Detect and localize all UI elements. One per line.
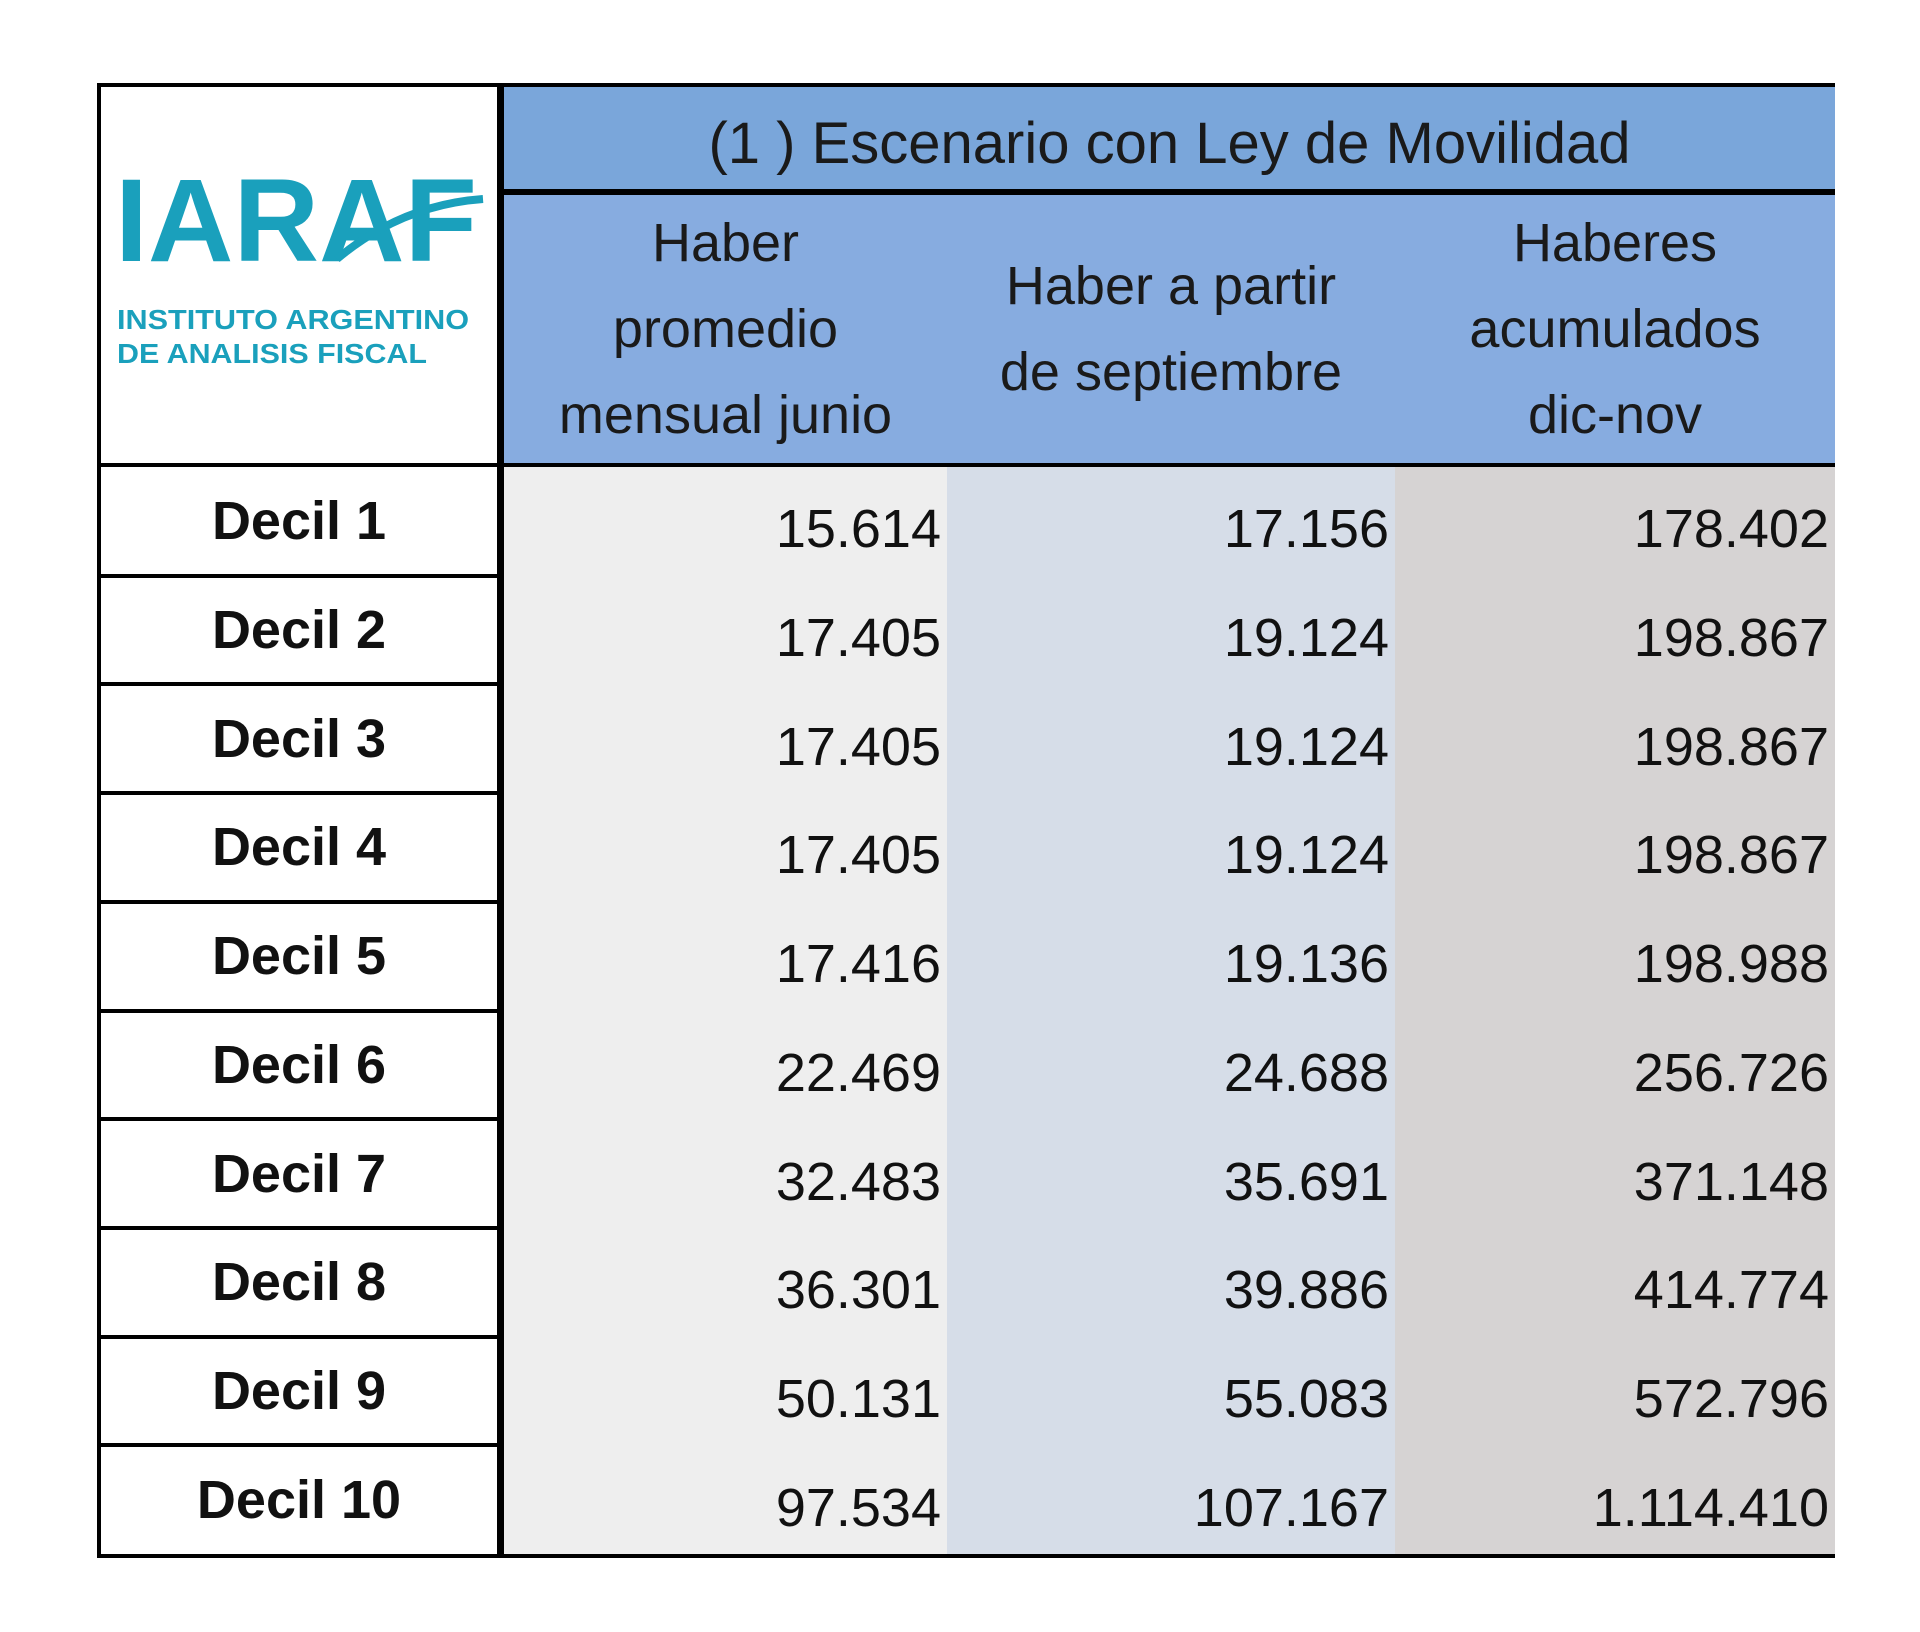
table-cell: 256.726 <box>1633 1042 1829 1103</box>
table-cell: 55.083 <box>1223 1368 1389 1429</box>
frame-bottom <box>97 1554 1835 1558</box>
row-separator <box>97 899 497 904</box>
frame-divider-vertical <box>497 83 504 1558</box>
table-cell: 17.416 <box>775 934 941 995</box>
column-header-3: Haberes acumulados dic-nov <box>1395 195 1835 463</box>
column-fill-3 <box>1395 467 1835 1554</box>
logo: IARAF INSTITUTO ARGENTINO DE ANALISIS FI… <box>101 87 497 463</box>
table-cell: 414.774 <box>1633 1260 1829 1321</box>
header-divider <box>504 189 1835 195</box>
row-separator <box>97 1225 497 1230</box>
table-cell: 198.988 <box>1633 934 1829 995</box>
row-separator <box>97 791 497 796</box>
row-label: Decil 3 <box>101 686 497 792</box>
table-cell: 17.405 <box>775 608 941 669</box>
table-cell: 17.405 <box>775 716 941 777</box>
table-cell: 198.867 <box>1633 608 1829 669</box>
iaraf-logo-icon: IARAF INSTITUTO ARGENTINO DE ANALISIS FI… <box>115 155 484 369</box>
row-label: Decil 8 <box>101 1229 497 1335</box>
logo-line1: INSTITUTO ARGENTINO <box>117 304 469 335</box>
frame-left <box>97 83 101 1558</box>
logo-mark: IARAF <box>115 155 477 287</box>
table-cell: 572.796 <box>1633 1368 1829 1429</box>
frame-top <box>97 83 1835 87</box>
row-label: Decil 2 <box>101 577 497 683</box>
table-cell: 19.124 <box>1223 608 1389 669</box>
row-label: Decil 6 <box>101 1012 497 1118</box>
table-cell: 35.691 <box>1223 1151 1389 1212</box>
row-label: Decil 7 <box>101 1121 497 1226</box>
header-bottom-line <box>97 463 1835 467</box>
row-separator <box>97 1008 497 1013</box>
table-cell: 19.136 <box>1223 934 1389 995</box>
column-header-1: Haber promedio mensual junio <box>504 195 947 463</box>
table-cell: 32.483 <box>775 1151 941 1212</box>
table-cell: 50.131 <box>775 1368 941 1429</box>
table-cell: 39.886 <box>1223 1260 1389 1321</box>
table-cell: 198.867 <box>1633 716 1829 777</box>
row-label: Decil 1 <box>101 469 497 574</box>
table-cell: 15.614 <box>775 499 941 560</box>
table-cell: 178.402 <box>1633 499 1829 560</box>
table-cell: 17.405 <box>775 825 941 886</box>
row-label: Decil 10 <box>101 1447 497 1552</box>
row-separator <box>97 1443 497 1448</box>
column-fill-1 <box>504 467 947 1554</box>
row-label: Decil 5 <box>101 903 497 1009</box>
table-cell: 24.688 <box>1223 1042 1389 1103</box>
column-header-2: Haber a partir de septiembre <box>947 195 1395 463</box>
row-label: Decil 4 <box>101 795 497 900</box>
data-table: IARAF INSTITUTO ARGENTINO DE ANALISIS FI… <box>97 83 1835 1558</box>
table-cell: 19.124 <box>1223 716 1389 777</box>
table-cell: 17.156 <box>1223 499 1389 560</box>
table-cell: 107.167 <box>1193 1477 1389 1538</box>
row-separator <box>97 1117 497 1122</box>
row-label: Decil 9 <box>101 1338 497 1444</box>
table-cell: 198.867 <box>1633 825 1829 886</box>
table-cell: 36.301 <box>775 1260 941 1321</box>
column-fill-2 <box>947 467 1395 1554</box>
table-cell: 371.148 <box>1633 1151 1829 1212</box>
logo-line2: DE ANALISIS FISCAL <box>117 338 427 369</box>
table-cell: 19.124 <box>1223 825 1389 886</box>
scenario-title: (1 ) Escenario con Ley de Movilidad <box>504 87 1835 189</box>
table-cell: 1.114.410 <box>1592 1477 1829 1538</box>
table-cell: 22.469 <box>775 1042 941 1103</box>
row-separator <box>97 1334 497 1339</box>
table-cell: 97.534 <box>775 1477 941 1538</box>
row-separator <box>97 682 497 687</box>
row-separator <box>97 573 497 578</box>
